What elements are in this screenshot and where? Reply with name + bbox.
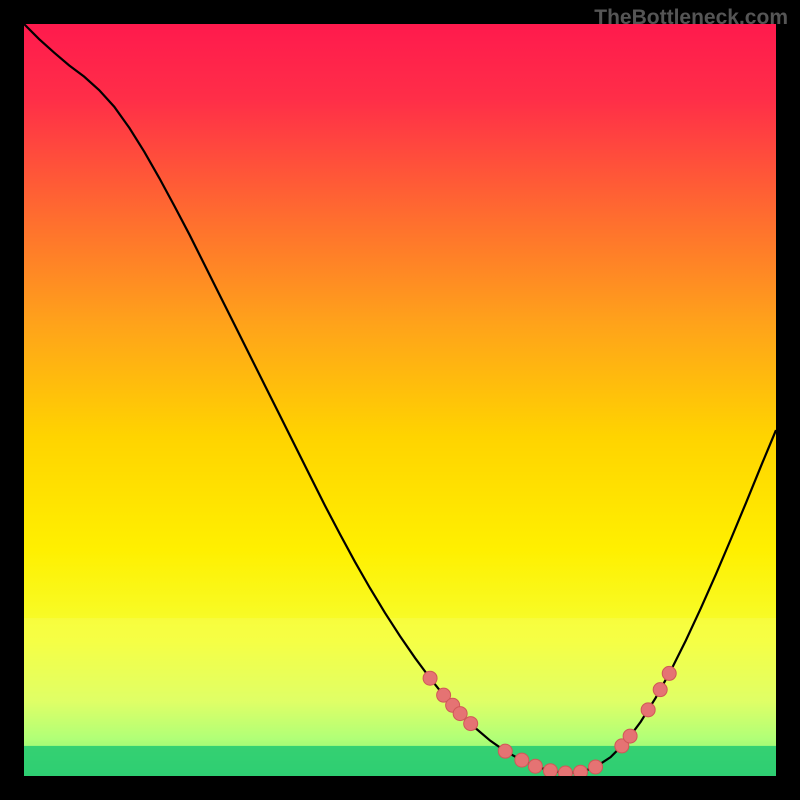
- data-marker: [453, 707, 467, 721]
- green-optimal-band: [24, 746, 776, 776]
- data-marker: [528, 759, 542, 773]
- data-marker: [653, 683, 667, 697]
- data-marker: [423, 671, 437, 685]
- data-marker: [464, 717, 478, 731]
- data-marker: [515, 753, 529, 767]
- data-marker: [543, 764, 557, 776]
- data-marker: [573, 765, 587, 776]
- data-marker: [498, 744, 512, 758]
- data-marker: [558, 766, 572, 776]
- data-marker: [641, 703, 655, 717]
- data-marker: [589, 760, 603, 774]
- data-marker: [662, 666, 676, 680]
- data-marker: [623, 729, 637, 743]
- watermark-label: TheBottleneck.com: [594, 6, 788, 30]
- bottleneck-chart: [24, 24, 776, 776]
